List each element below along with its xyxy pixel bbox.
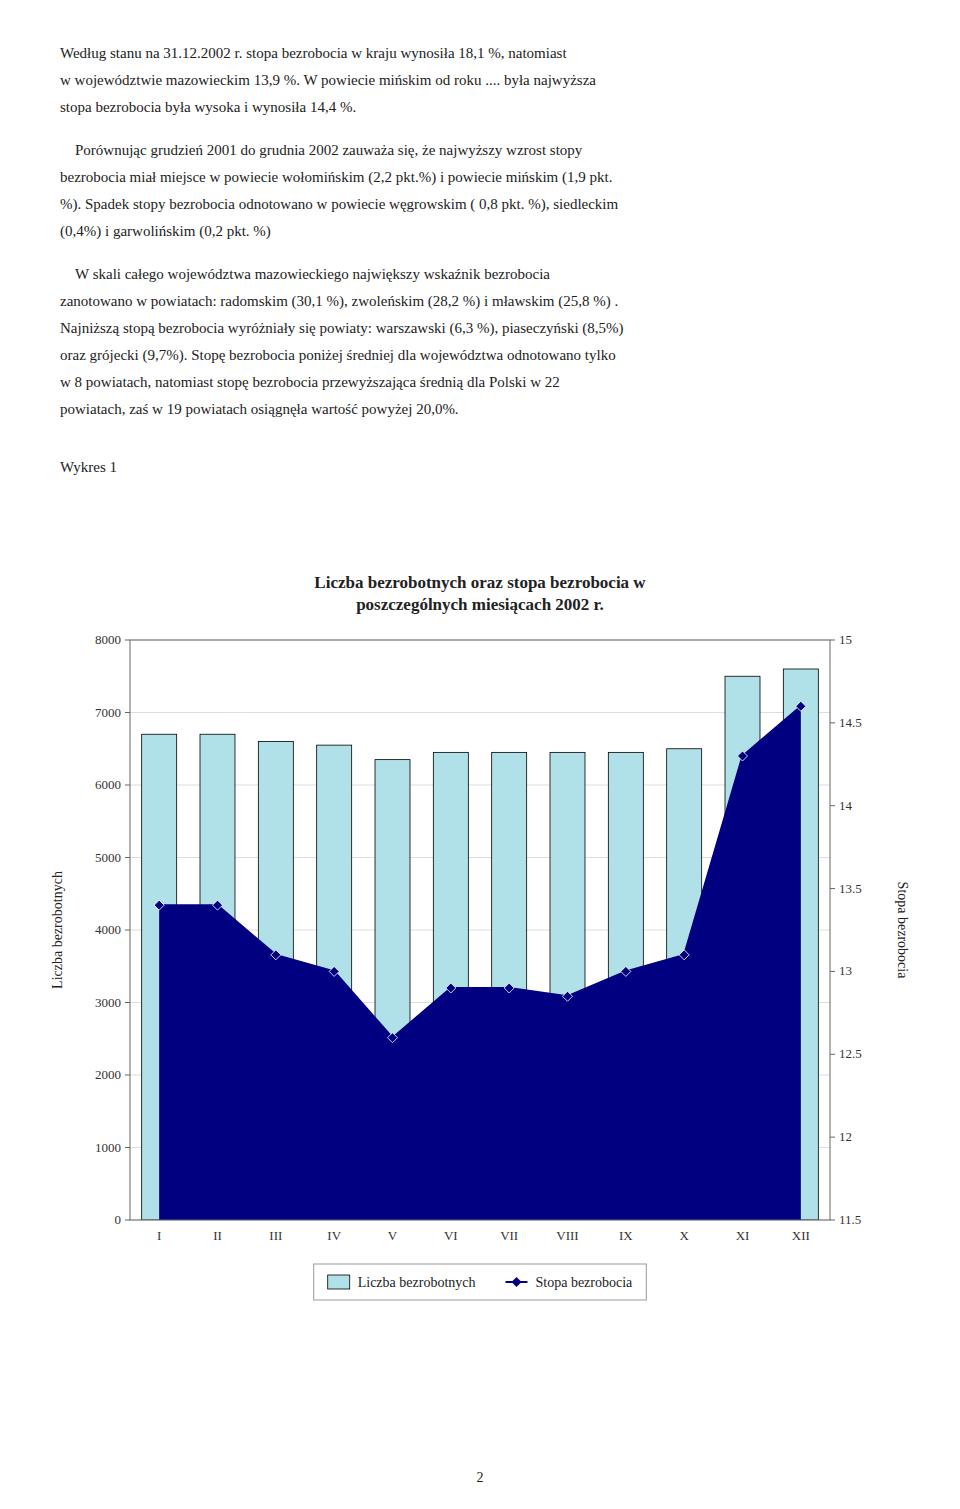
marker: [796, 701, 806, 711]
tick-label: 8000: [95, 632, 121, 647]
paragraph-line: Według stanu na 31.12.2002 r. stopa bezr…: [60, 40, 920, 67]
paragraph-line: w 8 powiatach, natomiast stopę bezroboci…: [60, 369, 920, 396]
tick-label: IX: [619, 1228, 633, 1243]
legend-label: Stopa bezrobocia: [535, 1275, 633, 1290]
legend-label: Liczba bezrobotnych: [358, 1275, 476, 1290]
legend-swatch: [328, 1275, 350, 1289]
paragraph-line: Porównując grudzień 2001 do grudnia 2002…: [60, 137, 920, 164]
tick-label: 15: [839, 632, 852, 647]
paragraph: Porównując grudzień 2001 do grudnia 2002…: [60, 137, 920, 245]
title: Liczba bezrobotnych oraz stopa bezroboci…: [314, 573, 646, 614]
plot-area: [142, 669, 819, 1220]
tick-label: 4000: [95, 922, 121, 937]
marker: [213, 900, 223, 910]
paragraph-line: powiatach, zaś w 19 powiatach osiągnęła …: [60, 396, 920, 423]
tick-label: 12.5: [839, 1046, 862, 1061]
marker: [388, 1033, 398, 1043]
chart: Liczba bezrobotnych oraz stopa bezroboci…: [0, 0, 960, 1509]
page-number: 2: [0, 1470, 960, 1486]
paragraph-line: Najniższą stopą bezrobocia wyróżniały si…: [60, 315, 920, 342]
paragraph-line: stopa bezrobocia była wysoka i wynosiła …: [60, 94, 920, 121]
marker: [679, 950, 689, 960]
tick-label: 13: [839, 963, 852, 978]
tick-mark: [125, 712, 130, 713]
paragraph-line: zanotowano w powiatach: radomskim (30,1 …: [60, 288, 920, 315]
tick-label: VII: [500, 1228, 518, 1243]
tick-mark: [830, 722, 835, 723]
paragraph-line: (0,4%) i garwolińskim (0,2 pkt. %): [60, 218, 920, 245]
axis-label: Liczba bezrobotnych: [50, 871, 65, 989]
tick-mark: [125, 1147, 130, 1148]
paragraph-line: bezrobocia miał miejsce w powiecie wołom…: [60, 164, 920, 191]
paragraph-line: w województwie mazowieckim 13,9 %. W pow…: [60, 67, 920, 94]
tick-mark: [125, 1220, 130, 1221]
marker: [446, 983, 456, 993]
tick-label: XII: [792, 1228, 810, 1243]
tick-mark: [125, 857, 130, 858]
figure-label: Wykres 1: [60, 459, 117, 476]
tick-mark: [830, 971, 835, 972]
marker: [271, 950, 281, 960]
tick-mark: [830, 1137, 835, 1138]
tick-label: VI: [444, 1228, 458, 1243]
paragraph-line: oraz grójecki (9,7%). Stopę bezrobocia p…: [60, 342, 920, 369]
legend-swatch: [511, 1277, 521, 1287]
line: [159, 706, 801, 1037]
marker: [738, 751, 748, 761]
tick-mark: [830, 1054, 835, 1055]
marker: [621, 966, 631, 976]
tick-label: 14: [839, 798, 853, 813]
tick-label: 1000: [95, 1140, 121, 1155]
tick-mark: [125, 640, 130, 641]
tick-label: 6000: [95, 777, 121, 792]
legend-box: [314, 1264, 647, 1300]
tick-mark: [125, 1075, 130, 1076]
tick-label: 2000: [95, 1067, 121, 1082]
tick-mark: [830, 888, 835, 889]
legend-item: Stopa bezrobocia: [505, 1275, 633, 1290]
tick-mark: [830, 1220, 835, 1221]
paragraph-line: %). Spadek stopy bezrobocia odnotowano w…: [60, 191, 920, 218]
tick-label: V: [388, 1228, 398, 1243]
marker: [504, 983, 514, 993]
tick-label: 13.5: [839, 881, 862, 896]
tick-label: X: [679, 1228, 689, 1243]
tick-mark: [125, 1002, 130, 1003]
tick-label: 11.5: [839, 1212, 861, 1227]
marker: [154, 900, 164, 910]
plot-frame: [130, 640, 830, 1220]
tick-mark: [125, 785, 130, 786]
tick-mark: [830, 640, 835, 641]
legend-item: Liczba bezrobotnych: [328, 1275, 476, 1290]
marker: [563, 991, 573, 1001]
tick-mark: [125, 930, 130, 931]
tick-label: III: [269, 1228, 282, 1243]
tick-label: XI: [736, 1228, 750, 1243]
paragraph: Według stanu na 31.12.2002 r. stopa bezr…: [60, 40, 920, 121]
paragraph-line: W skali całego województwa mazowieckiego…: [60, 261, 920, 288]
tick-mark: [830, 805, 835, 806]
tick-label: 3000: [95, 995, 121, 1010]
tick-label: IV: [327, 1228, 341, 1243]
tick-label: 7000: [95, 705, 121, 720]
axis-label: Stopa bezrobocia: [895, 882, 910, 980]
area: [159, 706, 801, 1220]
paragraph: W skali całego województwa mazowieckiego…: [60, 261, 920, 423]
tick-label: 0: [115, 1212, 122, 1227]
tick-label: VIII: [556, 1228, 578, 1243]
legend: Liczba bezrobotnych Stopa bezrobocia: [314, 1264, 647, 1300]
tick-label: 14.5: [839, 715, 862, 730]
tick-label: I: [157, 1228, 161, 1243]
tick-label: 5000: [95, 850, 121, 865]
tick-label: II: [213, 1228, 222, 1243]
marker: [329, 966, 339, 976]
tick-label: 12: [839, 1129, 852, 1144]
